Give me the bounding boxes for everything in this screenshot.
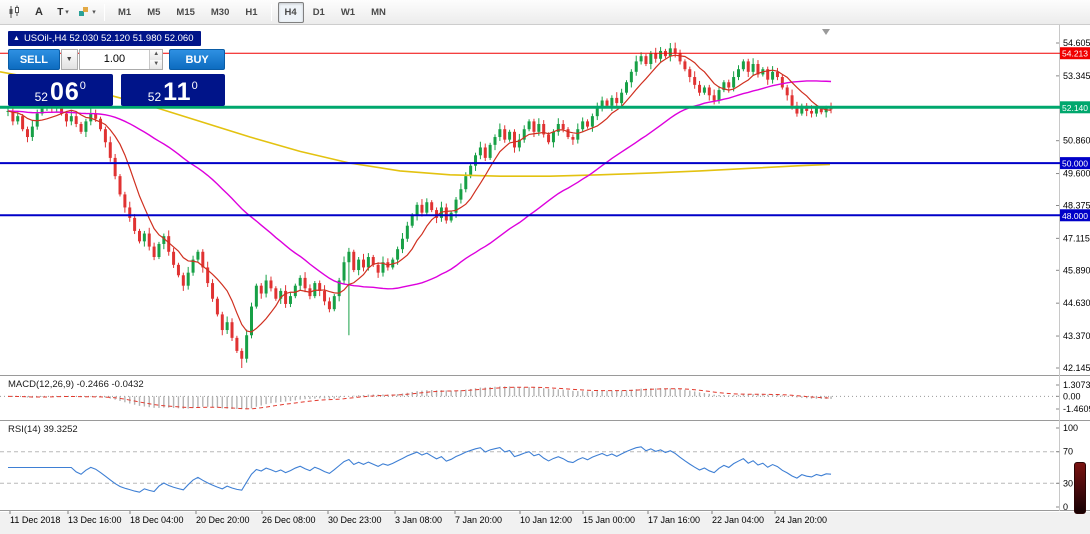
svg-text:45.890: 45.890 bbox=[1063, 265, 1090, 275]
ask-price-box[interactable]: 52 11 0 bbox=[120, 74, 225, 106]
ask-prefix: 52 bbox=[147, 90, 162, 104]
svg-text:20 Dec 20:00: 20 Dec 20:00 bbox=[196, 515, 250, 525]
volume-field[interactable]: 1.00 ▲ ▼ bbox=[78, 49, 164, 70]
timeframe-button-H1[interactable]: H1 bbox=[245, 6, 258, 18]
symbol-ohlc-label: ▲ USOil-,H4 52.030 52.120 51.980 52.060 bbox=[8, 31, 202, 46]
text-tool-button[interactable]: T ▾ bbox=[52, 2, 74, 23]
chart-shift-marker[interactable] bbox=[822, 29, 830, 35]
svg-text:54.213: 54.213 bbox=[1062, 49, 1088, 59]
svg-text:70: 70 bbox=[1063, 447, 1073, 457]
svg-text:52.140: 52.140 bbox=[1062, 103, 1088, 113]
svg-text:43.370: 43.370 bbox=[1063, 331, 1090, 341]
svg-text:30 Dec 23:00: 30 Dec 23:00 bbox=[328, 515, 382, 525]
toolbar-separator bbox=[104, 3, 105, 21]
svg-text:0.00: 0.00 bbox=[1063, 391, 1081, 401]
alert-gauge bbox=[1074, 462, 1086, 514]
svg-text:42.145: 42.145 bbox=[1063, 363, 1090, 373]
svg-text:48.375: 48.375 bbox=[1063, 200, 1090, 210]
svg-text:11 Dec 2018: 11 Dec 2018 bbox=[10, 515, 60, 525]
volume-value[interactable]: 1.00 bbox=[103, 53, 126, 65]
rsi-label: RSI(14) 39.3252 bbox=[8, 424, 78, 435]
one-click-trade-panel: SELL ▼ 1.00 ▲ ▼ BUY 52 06 0 52 11 0 bbox=[8, 49, 225, 106]
triangle-icon: ▲ bbox=[13, 34, 20, 42]
buy-button[interactable]: BUY bbox=[169, 49, 225, 70]
svg-text:7 Jan 20:00: 7 Jan 20:00 bbox=[455, 515, 502, 525]
svg-text:48.000: 48.000 bbox=[1062, 211, 1088, 221]
svg-text:26 Dec 08:00: 26 Dec 08:00 bbox=[262, 515, 316, 525]
svg-text:47.115: 47.115 bbox=[1063, 233, 1090, 243]
svg-text:1.3073: 1.3073 bbox=[1063, 380, 1090, 390]
bid-prefix: 52 bbox=[34, 90, 48, 104]
svg-text:22 Jan 04:00: 22 Jan 04:00 bbox=[712, 515, 764, 525]
svg-text:50.000: 50.000 bbox=[1062, 159, 1088, 169]
svg-text:18 Dec 04:00: 18 Dec 04:00 bbox=[130, 515, 184, 525]
chart-type-button[interactable] bbox=[4, 2, 26, 23]
toolbar-separator bbox=[270, 3, 272, 21]
bid-price-box[interactable]: 52 06 0 bbox=[8, 74, 113, 106]
timeframe-button-H4[interactable]: H4 bbox=[277, 1, 304, 23]
sell-button[interactable]: SELL bbox=[8, 49, 60, 70]
ask-sup-digit: 0 bbox=[191, 80, 198, 92]
volume-dropdown-button[interactable]: ▼ bbox=[60, 49, 78, 70]
timeframe-buttons: M1 M5 M15 M30 H1 H4 D1 W1 MN bbox=[110, 1, 394, 23]
macd-label: MACD(12,26,9) -0.2466 -0.0432 bbox=[8, 379, 144, 390]
svg-text:44.630: 44.630 bbox=[1063, 298, 1090, 308]
chevron-down-icon: ▼ bbox=[65, 56, 73, 63]
ask-big-digits: 11 bbox=[163, 78, 192, 106]
timeframe-button-D1[interactable]: D1 bbox=[312, 6, 325, 18]
svg-text:10 Jan 12:00: 10 Jan 12:00 bbox=[520, 515, 572, 525]
candlestick-chart-icon bbox=[9, 5, 19, 18]
indicators-button[interactable]: ▾ bbox=[76, 2, 98, 23]
quote-display-row: 52 06 0 52 11 0 bbox=[8, 74, 225, 106]
svg-text:17 Jan 16:00: 17 Jan 16:00 bbox=[648, 515, 700, 525]
timeframe-button-W1[interactable]: W1 bbox=[340, 6, 356, 18]
bid-big-digits: 06 bbox=[49, 78, 80, 106]
svg-text:49.600: 49.600 bbox=[1063, 169, 1090, 179]
symbol-ohlc-text: USOil-,H4 52.030 52.120 51.980 52.060 bbox=[23, 33, 194, 44]
svg-text:0: 0 bbox=[1063, 502, 1068, 512]
svg-text:15 Jan 00:00: 15 Jan 00:00 bbox=[583, 515, 635, 525]
timeframe-button-M15[interactable]: M15 bbox=[176, 6, 195, 18]
svg-text:100: 100 bbox=[1063, 423, 1078, 433]
timeframe-button-M1[interactable]: M1 bbox=[118, 6, 132, 18]
timeframe-button-MN[interactable]: MN bbox=[371, 6, 386, 18]
svg-text:30: 30 bbox=[1063, 478, 1073, 488]
svg-text:-1.4609: -1.4609 bbox=[1063, 404, 1090, 414]
chevron-down-icon: ▾ bbox=[92, 9, 96, 16]
timeframe-button-M5[interactable]: M5 bbox=[147, 6, 161, 18]
indicators-icon bbox=[79, 7, 89, 16]
svg-text:24 Jan 20:00: 24 Jan 20:00 bbox=[775, 515, 827, 525]
text-tool-label: T bbox=[57, 6, 64, 18]
svg-text:53.345: 53.345 bbox=[1063, 71, 1090, 81]
timeframe-button-M30[interactable]: M30 bbox=[210, 6, 230, 18]
annotate-button[interactable]: A bbox=[28, 2, 50, 23]
volume-stepper[interactable]: ▲ ▼ bbox=[149, 50, 163, 69]
spin-down-icon[interactable]: ▼ bbox=[150, 59, 163, 69]
svg-text:54.605: 54.605 bbox=[1063, 38, 1090, 48]
bid-sup-digit: 0 bbox=[79, 80, 86, 92]
trade-controls-row: SELL ▼ 1.00 ▲ ▼ BUY bbox=[8, 49, 225, 70]
annotate-label: A bbox=[35, 6, 43, 18]
toolbar: A T ▾ ▾ M1 M5 M15 M30 H1 H4 D1 W1 MN bbox=[0, 0, 1090, 25]
chevron-down-icon: ▾ bbox=[65, 9, 69, 16]
svg-text:3 Jan 08:00: 3 Jan 08:00 bbox=[395, 515, 442, 525]
spin-up-icon[interactable]: ▲ bbox=[150, 50, 163, 60]
svg-text:13 Dec 16:00: 13 Dec 16:00 bbox=[68, 515, 122, 525]
svg-text:50.860: 50.860 bbox=[1063, 136, 1090, 146]
